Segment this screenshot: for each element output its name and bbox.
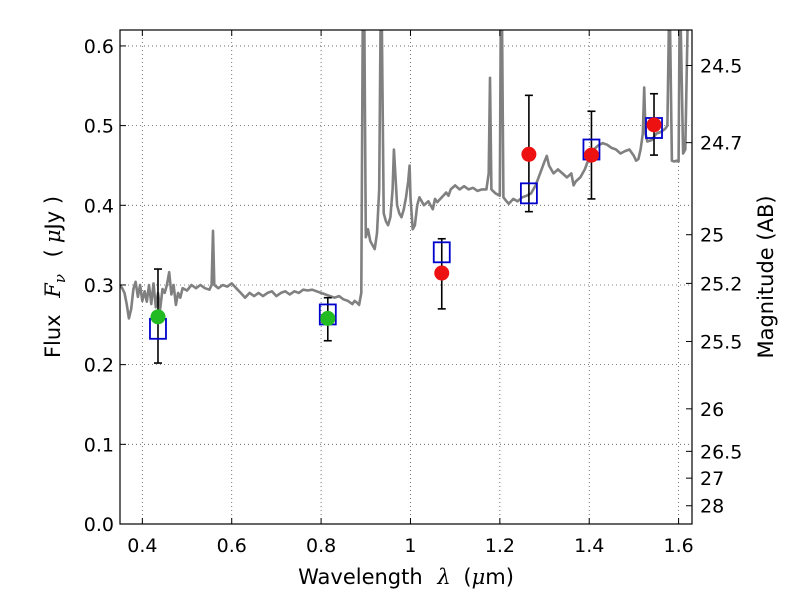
observed-point-0: [150, 309, 166, 325]
plot-area: [120, 30, 689, 364]
x-tick-label-5: 1.4: [574, 535, 604, 557]
y-tick-label-3: 0.3: [84, 275, 114, 297]
x-axis-label-prefix: Wavelength: [298, 565, 423, 589]
y2-tick-label-8: 28: [700, 496, 724, 518]
y-axis-label-mu: μ: [41, 229, 65, 243]
x-axis-label-mu: μ: [472, 565, 486, 589]
x-tick-label-1: 0.6: [217, 535, 247, 557]
x-axis-label-rest: m): [485, 565, 514, 589]
y2-tick-label-3: 25.2: [700, 273, 742, 295]
observed-point-1: [320, 310, 336, 326]
observed-point-3: [521, 146, 537, 162]
x-axis-label-open: (: [463, 565, 471, 589]
x-tick-label-6: 1.6: [663, 535, 693, 557]
y-axis-label-rest: Jy ): [41, 196, 65, 232]
y2-tick-label-5: 26: [700, 399, 724, 421]
spectrum-line: [120, 30, 689, 320]
y-axis-label-open: (: [41, 249, 65, 257]
y-axis-label: Flux Fν ( μJy ): [41, 196, 70, 358]
x-axis-label: Wavelength λ (μm): [298, 565, 514, 589]
y-tick-label-6: 0.6: [84, 36, 114, 58]
y2-tick-label-4: 25.5: [700, 331, 742, 353]
x-axis-label-var: λ: [436, 565, 450, 589]
y2-tick-label-0: 24.5: [700, 56, 742, 78]
plot-frame: [119, 29, 693, 525]
y-tick-label-1: 0.1: [84, 434, 114, 456]
y2-tick-label-2: 25: [700, 225, 724, 247]
y-tick-label-0: 0.0: [84, 514, 114, 536]
model-point-3: [519, 182, 538, 205]
observed-point-4: [583, 147, 599, 163]
y2-tick-label-1: 24.7: [700, 133, 742, 155]
y2-tick-label-7: 27: [700, 468, 724, 490]
y-axis-label-prefix: Flux: [41, 314, 65, 358]
x-tick-label-3: 1: [404, 535, 416, 557]
plot-background: [120, 30, 692, 524]
y-tick-label-4: 0.4: [84, 195, 114, 217]
y2-axis-label: Magnitude (AB): [754, 195, 778, 358]
y-tick-label-2: 0.2: [84, 355, 114, 377]
x-tick-label-2: 0.8: [306, 535, 336, 557]
x-tick-label-0: 0.4: [127, 535, 157, 557]
y2-axis: 24.5 24.7 25 25.2 25.5 26 26.5 27 28: [686, 56, 742, 518]
x-tick-label-4: 1.2: [485, 535, 515, 557]
y-axis: 0.0 0.1 0.2 0.3 0.4 0.5 0.6: [84, 36, 126, 536]
observed-point-5: [646, 117, 662, 133]
y-axis-label-var: F: [41, 282, 65, 299]
y-tick-label-5: 0.5: [84, 116, 114, 138]
y-axis-label-sub: ν: [51, 274, 69, 283]
observed-point-2: [434, 265, 450, 281]
y2-tick-label-6: 26.5: [700, 441, 742, 463]
x-axis: 0.4 0.6 0.8 1 1.2 1.4 1.6: [127, 30, 694, 557]
model-point-2: [432, 241, 451, 264]
